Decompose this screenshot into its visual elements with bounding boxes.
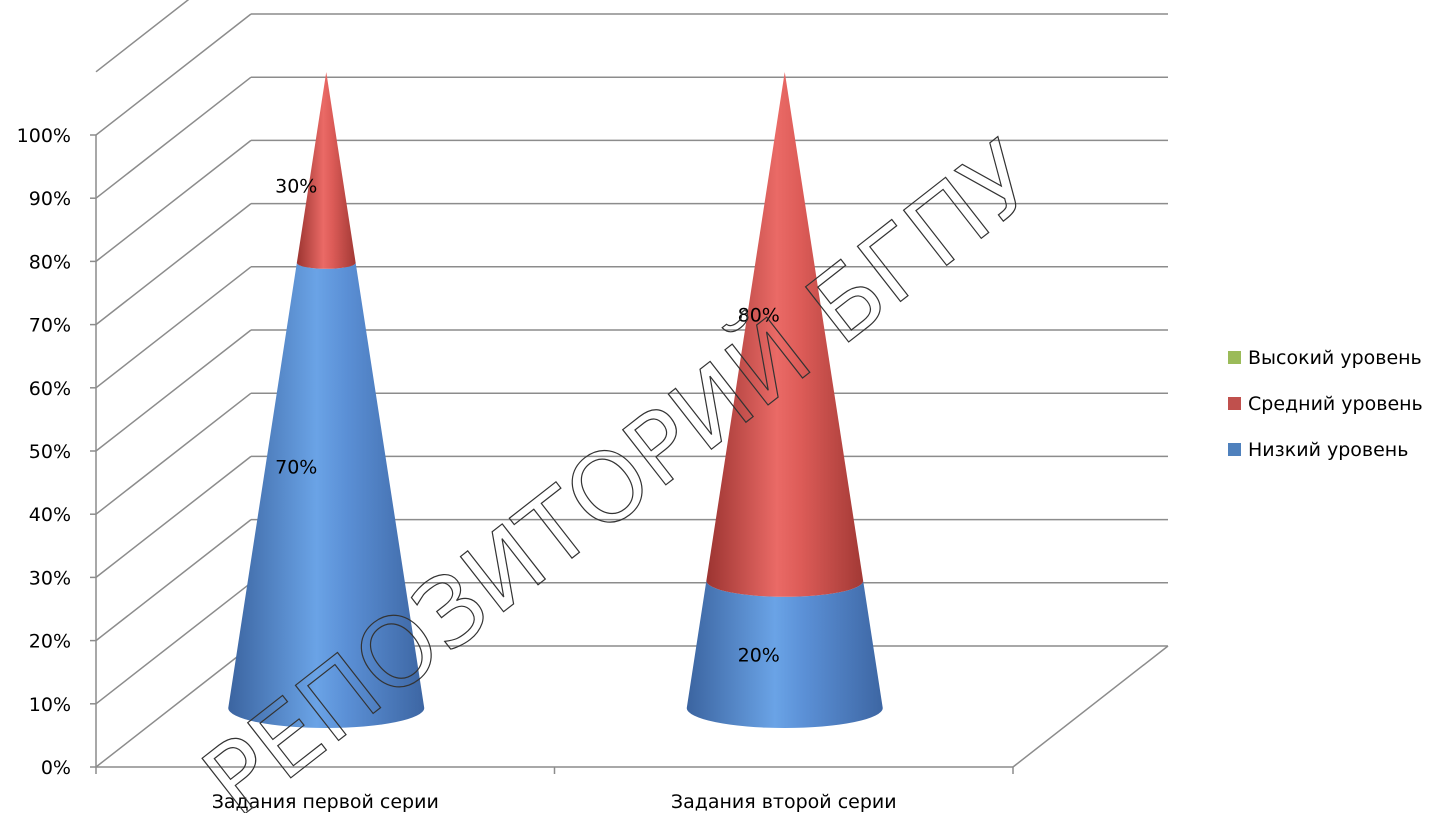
gridline-side — [95, 139, 252, 262]
y-tick-label: 50% — [29, 441, 71, 463]
gridline-side — [95, 392, 252, 515]
y-tick-label: 70% — [29, 315, 71, 337]
cone-segment — [228, 262, 425, 728]
y-tick-label: 0% — [41, 757, 71, 779]
gridline-side — [95, 0, 190, 73]
gridline-side — [95, 329, 252, 452]
gridline-side — [95, 203, 252, 326]
legend-swatch — [1228, 443, 1241, 456]
gridline-side — [95, 266, 252, 389]
gridline-side — [95, 13, 252, 136]
legend: Высокий уровень Средний уровень Низкий уро… — [1228, 347, 1423, 461]
x-category-label: Задания второй серии — [671, 791, 897, 813]
y-tick-label: 90% — [29, 188, 71, 210]
data-labels: 70% 30% 20% 80% — [275, 175, 780, 666]
legend-label: Низкий уровень — [1248, 439, 1408, 461]
y-tick-label: 10% — [29, 694, 71, 716]
legend-swatch — [1228, 397, 1241, 410]
gridline-side — [95, 455, 252, 578]
chart-axes: 0% 10% 20% 30% 40% 50% 60% 70% 80% 90% 100% Задания… — [17, 125, 1169, 813]
gridline-side — [95, 76, 252, 199]
x-category-label: Задания первой серии — [212, 791, 439, 813]
y-tick-label: 30% — [29, 567, 71, 589]
floor-edge — [1012, 645, 1169, 768]
y-tick-label: 80% — [29, 251, 71, 273]
gridline-side — [95, 582, 252, 705]
data-label: 80% — [738, 304, 780, 326]
cone-segment — [706, 72, 864, 597]
legend-swatch — [1228, 351, 1241, 364]
cone-segment — [686, 580, 883, 728]
y-tick-label: 40% — [29, 504, 71, 526]
cone-segment — [296, 72, 356, 269]
legend-label: Средний уровень — [1248, 393, 1423, 415]
y-tick-label: 20% — [29, 631, 71, 653]
gridline-side — [95, 645, 252, 768]
gridline-side — [95, 519, 252, 642]
cone-series — [228, 72, 883, 728]
y-tick-label: 60% — [29, 378, 71, 400]
y-tick-label: 100% — [17, 125, 71, 147]
data-label: 20% — [738, 644, 780, 666]
data-label: 30% — [275, 175, 317, 197]
chart-walls — [95, 0, 1168, 768]
legend-label: Высокий уровень — [1248, 347, 1422, 369]
data-label: 70% — [275, 456, 317, 478]
